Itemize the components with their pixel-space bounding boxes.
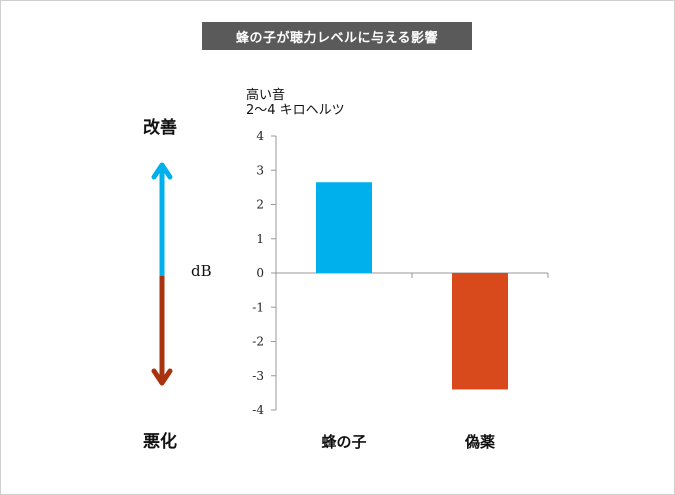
bar bbox=[316, 182, 372, 273]
bar bbox=[452, 273, 508, 390]
y-tick-label: 0 bbox=[256, 266, 264, 280]
y-tick-label: -3 bbox=[252, 369, 264, 383]
category-label: 偽薬 bbox=[464, 433, 495, 451]
db-unit-label: dB bbox=[191, 262, 212, 280]
arrow-up-head bbox=[151, 162, 173, 180]
page-title: 蜂の子が聴力レベルに与える影響 bbox=[202, 22, 472, 50]
y-tick-label: 1 bbox=[256, 232, 264, 246]
direction-arrow bbox=[151, 162, 173, 386]
y-tick-label: 2 bbox=[256, 198, 264, 212]
y-tick-label: -1 bbox=[252, 300, 264, 314]
category-labels: 蜂の子 偽薬 bbox=[321, 433, 495, 451]
chart-title: 高い音 bbox=[246, 88, 286, 103]
y-tick-label: 4 bbox=[256, 129, 264, 143]
y-tick-label: -4 bbox=[252, 403, 264, 417]
improve-label: 改善 bbox=[143, 118, 177, 138]
bars bbox=[316, 182, 508, 390]
y-tick-label: -2 bbox=[252, 335, 264, 349]
worsen-label: 悪化 bbox=[143, 432, 177, 452]
chart-subtitle: 2～4 キロヘルツ bbox=[246, 103, 345, 118]
y-tick-label: 3 bbox=[256, 163, 264, 177]
arrow-down-head bbox=[151, 368, 173, 386]
category-label: 蜂の子 bbox=[321, 433, 366, 451]
